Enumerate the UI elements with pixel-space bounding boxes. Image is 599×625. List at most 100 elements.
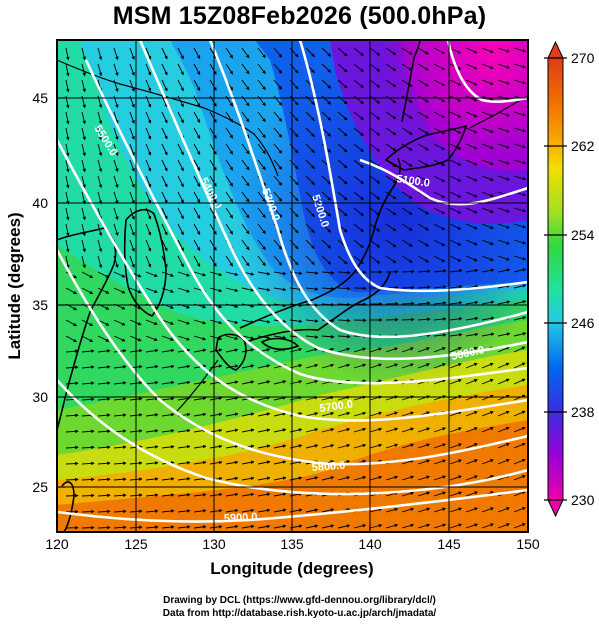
wind-arrow <box>209 396 223 401</box>
wind-arrow <box>241 207 250 219</box>
wind-arrow <box>369 443 383 449</box>
wind-arrow <box>337 524 351 529</box>
wind-arrow <box>337 443 351 449</box>
wind-arrow <box>321 476 335 481</box>
wind-arrow <box>401 79 413 87</box>
wind-arrow <box>145 413 159 417</box>
wind-arrow <box>241 287 255 292</box>
wind-arrow <box>289 207 299 218</box>
wind-arrow <box>97 509 111 514</box>
wind-arrow <box>305 363 319 369</box>
wind-arrow <box>145 255 152 268</box>
x-tick-label: 145 <box>437 536 461 552</box>
wind-arrow <box>513 316 527 321</box>
wind-arrow <box>273 127 283 138</box>
wind-arrow <box>337 175 348 185</box>
wind-arrow <box>401 347 414 353</box>
wind-arrow <box>81 223 86 237</box>
wind-arrow <box>289 63 299 74</box>
wind-arrow <box>225 127 233 139</box>
wind-arrow <box>193 508 207 513</box>
wind-arrow <box>513 207 527 213</box>
wind-arrow <box>97 287 110 294</box>
wind-arrow <box>225 412 239 417</box>
wind-arrow <box>513 255 527 261</box>
wind-arrow <box>225 335 239 340</box>
wind-arrow <box>497 458 510 465</box>
wind-arrow <box>209 111 217 123</box>
wind-arrow <box>225 255 233 267</box>
x-tick-label: 150 <box>516 536 540 552</box>
wind-arrow <box>81 287 94 294</box>
wind-arrow <box>513 268 527 273</box>
wind-arrow <box>145 396 159 401</box>
wind-arrow <box>353 143 364 153</box>
wind-arrow <box>145 159 152 172</box>
wind-arrow <box>225 380 239 385</box>
wind-arrow <box>145 477 159 481</box>
wind-arrow <box>161 445 175 449</box>
wind-arrow <box>465 491 478 497</box>
wind-arrow <box>465 175 478 182</box>
wind-arrow <box>161 287 174 293</box>
wind-arrow <box>161 63 168 76</box>
wind-arrow <box>385 63 397 72</box>
wind-arrow <box>97 143 103 157</box>
wind-arrow <box>145 429 159 433</box>
wind-arrow <box>209 79 217 91</box>
wind-arrow <box>449 191 462 198</box>
contour-5500 <box>84 59 528 385</box>
wind-arrow <box>145 223 152 236</box>
wind-arrow <box>481 47 494 54</box>
wind-arrow <box>177 47 184 60</box>
wind-arrow <box>161 319 174 325</box>
wind-arrow <box>433 363 446 369</box>
wind-arrow <box>513 442 526 449</box>
wind-arrow <box>433 333 447 337</box>
wind-arrow <box>385 475 399 481</box>
wind-arrow <box>81 365 95 369</box>
wind-arrow <box>241 508 255 513</box>
wind-arrow <box>241 143 250 155</box>
wind-arrow <box>209 460 223 465</box>
wind-arrow <box>145 143 152 156</box>
wind-arrow <box>497 394 510 401</box>
wind-arrow <box>449 127 462 134</box>
wind-arrow <box>81 445 95 450</box>
wind-arrow <box>193 159 201 172</box>
wind-arrow <box>369 47 381 56</box>
colorbar-label: 254 <box>571 227 595 243</box>
wind-arrow <box>209 175 217 187</box>
wind-arrow <box>113 207 119 221</box>
wind-arrow <box>113 335 126 342</box>
wind-arrow <box>65 335 78 343</box>
wind-arrow <box>273 460 287 465</box>
wind-arrow <box>273 271 287 276</box>
y-axis-title: Latitude (degrees) <box>5 212 24 359</box>
credit-data-source: Data from http://database.rish.kyoto-u.a… <box>162 608 437 619</box>
wind-arrow <box>129 175 135 188</box>
wind-arrow <box>305 335 319 339</box>
wind-arrow <box>321 255 332 265</box>
colorbar-label: 238 <box>571 404 595 420</box>
contour-5800 <box>57 379 528 496</box>
wind-arrow <box>465 378 478 385</box>
wind-arrow <box>81 143 86 157</box>
wind-arrow <box>369 363 383 369</box>
wind-arrow <box>401 239 413 247</box>
wind-arrow <box>193 396 207 401</box>
wind-arrow <box>65 429 79 434</box>
wind-arrow <box>161 335 174 341</box>
wind-arrow <box>193 239 201 252</box>
wind-arrow <box>497 507 510 513</box>
wind-arrow <box>209 271 223 277</box>
coastline-hokkaido <box>384 124 468 171</box>
wind-arrow <box>321 286 335 291</box>
wind-arrow <box>113 63 119 77</box>
colorbar-label: 270 <box>571 50 595 66</box>
wind-arrow <box>177 428 191 433</box>
wind-arrow <box>449 95 462 102</box>
wind-arrow <box>401 63 413 71</box>
wind-arrow <box>177 348 191 353</box>
wind-arrow <box>417 111 430 119</box>
